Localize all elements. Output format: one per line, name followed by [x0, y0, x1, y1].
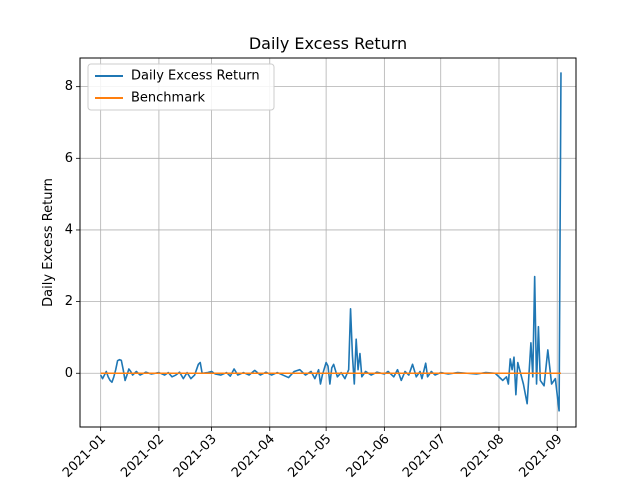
- plot-frame: [79, 57, 577, 428]
- chart-title: Daily Excess Return: [249, 34, 407, 53]
- y-tick-label: 2: [65, 294, 73, 309]
- legend: Daily Excess Return Benchmark: [87, 63, 275, 111]
- legend-box: [87, 63, 275, 111]
- y-tick-label: 6: [65, 151, 73, 166]
- y-tick-label: 4: [65, 222, 73, 237]
- grid: [80, 58, 576, 427]
- legend-label: Benchmark: [131, 91, 206, 106]
- y-axis-label: Daily Excess Return: [41, 178, 56, 307]
- y-tick-label: 8: [65, 79, 73, 94]
- series-lines: [99, 72, 562, 412]
- y-tick-label: 0: [65, 366, 73, 381]
- y-axis: 0 2 4 6 8: [65, 79, 80, 381]
- legend-label: Daily Excess Return: [131, 69, 260, 84]
